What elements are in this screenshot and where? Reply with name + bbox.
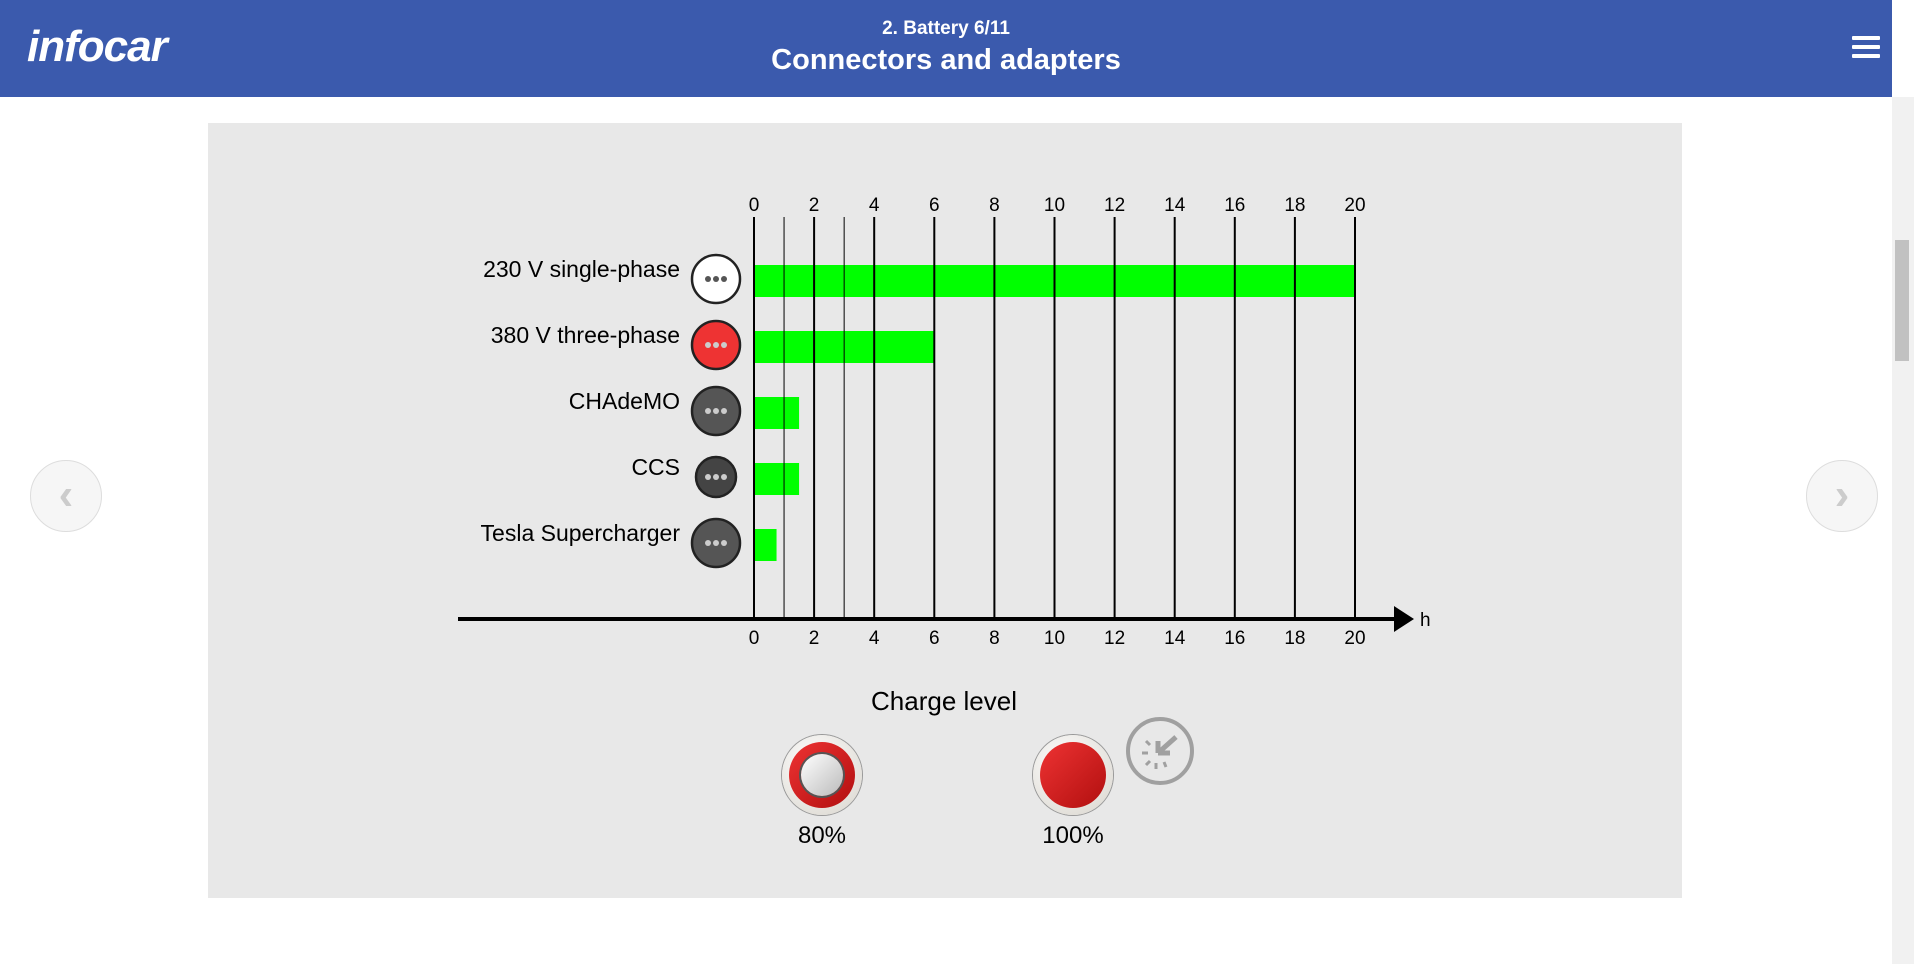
charge-80-button[interactable] xyxy=(782,735,862,815)
bar xyxy=(754,463,800,495)
connector-pin xyxy=(721,540,727,546)
top-tick-label: 20 xyxy=(1344,195,1365,216)
connector-pin xyxy=(721,342,727,348)
connector-pin xyxy=(721,474,727,480)
connector-pin xyxy=(705,474,711,480)
top-tick-label: 2 xyxy=(809,195,820,216)
bottom-tick-label: 16 xyxy=(1224,628,1245,649)
bottom-tick-label: 4 xyxy=(869,628,880,649)
bottom-tick-label: 14 xyxy=(1164,628,1186,649)
charge-level-label: Charge level xyxy=(871,686,1017,716)
connector-pin xyxy=(705,342,711,348)
lesson-subtitle: 2. Battery 6/11 xyxy=(882,18,1010,39)
connector-pin xyxy=(721,408,727,414)
connector-pin xyxy=(713,276,719,282)
category-label: 230 V single-phase xyxy=(483,256,680,282)
logo: infocar xyxy=(27,22,168,71)
category-label: CCS xyxy=(631,454,680,480)
charge-100-label: 100% xyxy=(1042,822,1104,849)
axis-arrow xyxy=(1394,606,1414,632)
connector-pin xyxy=(705,540,711,546)
connector-pin xyxy=(713,474,719,480)
charge-100-button[interactable] xyxy=(1033,735,1113,815)
connector-pin xyxy=(713,540,719,546)
bar xyxy=(754,397,800,429)
top-tick-label: 14 xyxy=(1164,195,1186,216)
top-tick-label: 10 xyxy=(1044,195,1065,216)
content-panel xyxy=(208,123,1682,898)
scrollbar-thumb[interactable] xyxy=(1895,240,1909,361)
connector-pin xyxy=(713,342,719,348)
bar xyxy=(754,529,777,561)
connector-pin xyxy=(713,408,719,414)
bottom-tick-label: 12 xyxy=(1104,628,1125,649)
x-axis-label: h xyxy=(1420,610,1431,631)
header: infocar 2. Battery 6/11 Connectors and a… xyxy=(0,0,1892,97)
chevron-right-icon[interactable]: › xyxy=(1806,460,1878,532)
bottom-tick-label: 18 xyxy=(1284,628,1305,649)
top-tick-label: 12 xyxy=(1104,195,1125,216)
top-tick-label: 8 xyxy=(989,195,1000,216)
top-tick-label: 0 xyxy=(749,195,760,216)
tap-hint-icon xyxy=(1126,717,1194,785)
scrollbar[interactable] xyxy=(1892,97,1914,964)
top-tick-label: 4 xyxy=(869,195,880,216)
page-title: Connectors and adapters xyxy=(771,44,1121,76)
bottom-tick-label: 2 xyxy=(809,628,820,649)
bottom-tick-label: 8 xyxy=(989,628,1000,649)
connector-pin xyxy=(705,408,711,414)
bottom-tick-label: 10 xyxy=(1044,628,1065,649)
top-tick-label: 6 xyxy=(929,195,940,216)
bottom-tick-label: 6 xyxy=(929,628,940,649)
hamburger-icon[interactable] xyxy=(1852,36,1880,60)
top-tick-label: 18 xyxy=(1284,195,1305,216)
chevron-left-icon[interactable]: ‹ xyxy=(30,460,102,532)
connector-pin xyxy=(705,276,711,282)
connector-pin xyxy=(721,276,727,282)
category-label: 380 V three-phase xyxy=(491,322,680,348)
top-tick-label: 16 xyxy=(1224,195,1245,216)
charge-80-label: 80% xyxy=(797,822,847,849)
category-label: Tesla Supercharger xyxy=(481,520,681,546)
category-label: CHAdeMO xyxy=(569,388,680,414)
bottom-tick-label: 20 xyxy=(1344,628,1365,649)
bottom-tick-label: 0 xyxy=(749,628,760,649)
